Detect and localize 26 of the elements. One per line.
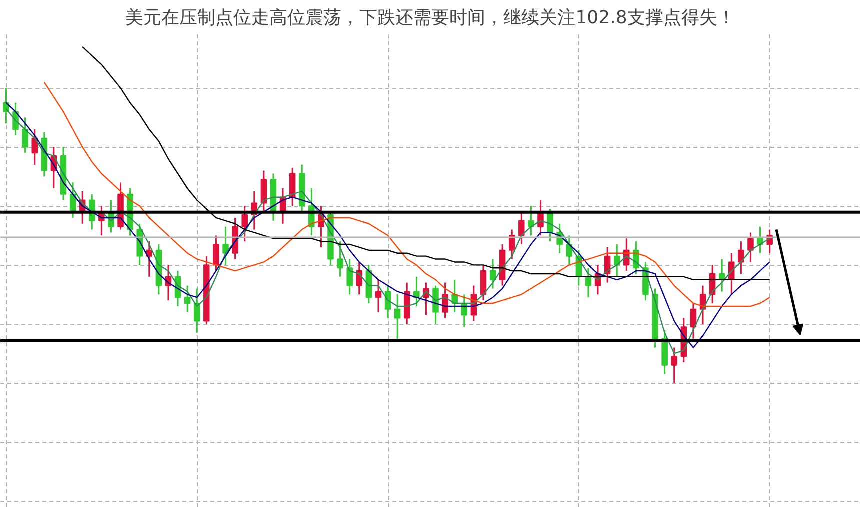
candlestick [738,240,744,275]
candlestick [728,252,735,296]
candlestick [346,258,353,296]
candlestick [518,211,525,246]
candlestick [490,258,496,290]
candlestick [432,285,439,325]
chart-title: 美元在压制点位走高位震荡，下跌还需要时间，继续关注102.8支撑点得失！ [126,8,736,28]
candlestick [242,205,248,242]
candlestick [32,128,38,166]
candlestick [184,285,191,314]
candlestick [22,116,28,154]
candlestick [337,240,344,278]
candlestick [528,205,534,236]
candlestick [671,346,678,384]
candlestick [748,232,754,263]
candlestick [194,288,200,334]
candlestick [442,282,448,319]
candlestick [690,302,697,340]
candlestick [375,279,382,314]
candlestick [213,234,220,272]
candlestick [394,294,401,340]
candlestick [757,226,764,254]
candlestick [289,167,296,207]
candlestick [260,170,268,213]
candlestick [480,264,487,302]
candlestick [414,276,420,308]
